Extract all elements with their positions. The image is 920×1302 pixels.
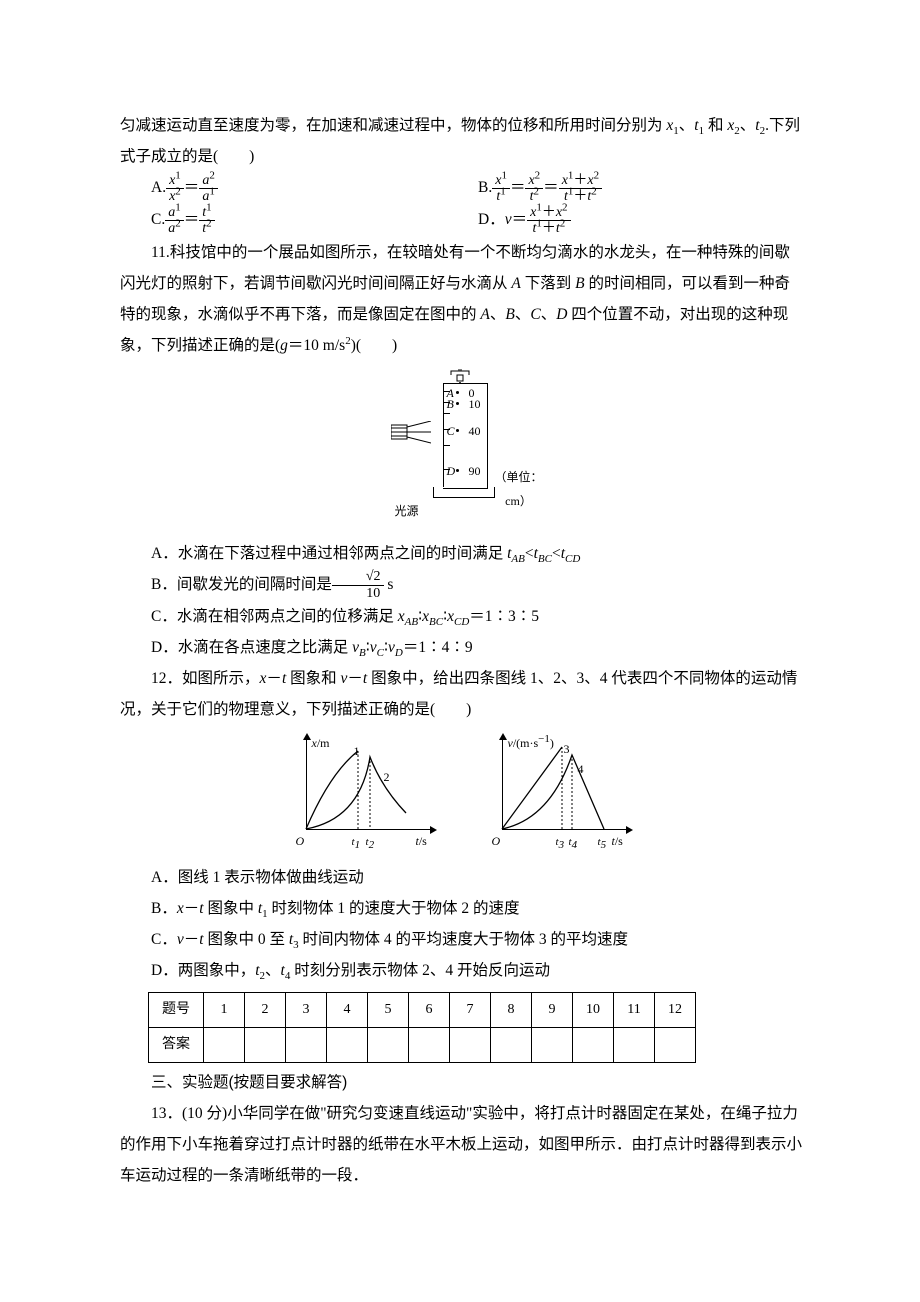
q12-optD: D．两图象中，t2、t4 时刻分别表示物体 2、4 开始反向运动 [120,955,805,986]
q10-optC: C.a1a2＝t1t2 [151,204,478,236]
q10-options-row2: C.a1a2＝t1t2 D．v＝x1＋x2t1＋t2 [151,204,805,236]
drop-B-val: 10 [469,398,481,410]
q11-optC: C．水滴在相邻两点之间的位移满足 xAB∶xBC∶xCD＝1∶3∶5 [120,601,805,632]
faucet-icon [449,369,477,383]
optC-prefix: C. [151,211,165,228]
q11-optD: D．水滴在各点速度之比满足 vB∶vC∶vD＝1∶4∶9 [120,632,805,663]
curve-1-label: 1 [354,739,360,763]
q10-optD: D．v＝x1＋x2t1＋t2 [478,204,805,236]
q11-optB-prefix: B．间歇发光的间隔时间是 [151,576,332,593]
optD-prefix: D． [478,211,505,228]
light-source-icon [391,421,421,443]
drop-C-label: C [447,425,455,437]
curve-4-label: 4 [578,757,584,781]
drop-D-label: D [447,465,456,477]
q10-optB: B.x1t1＝x2t2＝x1＋x2t1＋t2 [478,172,805,204]
q13-num: 13． [151,1105,182,1122]
q11-text: 11.科技馆中的一个展品如图所示，在较暗处有一个不断均匀滴水的水龙头，在一种特殊… [120,237,805,361]
q10-options-row1: A.x1x2＝a2a1 B.x1t1＝x2t2＝x1＋x2t1＋t2 [151,172,805,204]
col-4: 4 [327,992,368,1027]
col-7: 7 [450,992,491,1027]
q11-optB-suffix: s [384,576,394,593]
optD-var: v [505,211,512,228]
curve-2-label: 2 [384,765,390,789]
graph-xt: O x/m t/s 1 2 t1 t2 [290,733,440,843]
col-6: 6 [409,992,450,1027]
q13-text: 13．(10 分)小华同学在做"研究匀变速直线运动"实验中，将打点计时器固定在某… [120,1098,805,1191]
q11-optB: B．间歇发光的间隔时间是√210 s [120,569,805,601]
optD-eq: ＝ [512,211,528,228]
q10-optA: A.x1x2＝a2a1 [151,172,478,204]
unit-label: （单位：cm） [495,465,543,513]
ans-row-label: 答案 [149,1027,204,1062]
table-row-header: 题号 1 2 3 4 5 6 7 8 9 10 11 12 [149,992,696,1027]
optA-prefix: A. [151,179,166,196]
q13-marks: (10 分) [182,1105,227,1122]
col-5: 5 [368,992,409,1027]
graph-vt: O v/(m·s−1) t/s 3 4 t3 t4 t5 [486,733,636,843]
q11-num: 11. [151,244,170,261]
col-9: 9 [532,992,573,1027]
q11-optB-den: 10 [332,586,384,601]
optB-prefix: B. [478,179,492,196]
col-10: 10 [573,992,614,1027]
drop-B-label: B [447,398,454,410]
q11-optA: A．水滴在下落过程中通过相邻两点之间的时间满足 tAB<tBC<tCD [120,538,805,569]
answer-table: 题号 1 2 3 4 5 6 7 8 9 10 11 12 答案 [148,992,696,1063]
q12-text: 12．如图所示，x－t 图象和 v－t 图象中，给出四条图线 1、2、3、4 代… [120,663,805,725]
q12-optA: A．图线 1 表示物体做曲线运动 [120,862,805,893]
q12-optC: C．v－t 图象中 0 至 t3 时间内物体 4 的平均速度大于物体 3 的平均… [120,924,805,955]
q11-figure: A 0 B 10 C 40 D 90 光源 （单位：cm） [120,369,805,530]
section3-title: 三、实验题(按题目要求解答) [120,1067,805,1098]
col-12: 12 [655,992,696,1027]
table-row-answers: 答案 [149,1027,696,1062]
col-1: 1 [204,992,245,1027]
q12-optB: B．x－t 图象中 t1 时刻物体 1 的速度大于物体 2 的速度 [120,893,805,924]
q10-lead: 匀减速运动直至速度为零，在加速和减速过程中，物体的位移和所用时间分别为 x1、t… [120,110,805,172]
q12-num: 12． [151,670,182,687]
col-11: 11 [614,992,655,1027]
q12-figure: O x/m t/s 1 2 t1 t2 O v/(m·s−1) t/s [120,733,805,854]
col-8: 8 [491,992,532,1027]
ans-header: 题号 [149,992,204,1027]
curve-3-label: 3 [564,737,570,761]
col-3: 3 [286,992,327,1027]
drop-C-val: 40 [469,425,481,437]
light-label: 光源 [395,499,419,523]
drop-D-val: 90 [469,465,481,477]
col-2: 2 [245,992,286,1027]
